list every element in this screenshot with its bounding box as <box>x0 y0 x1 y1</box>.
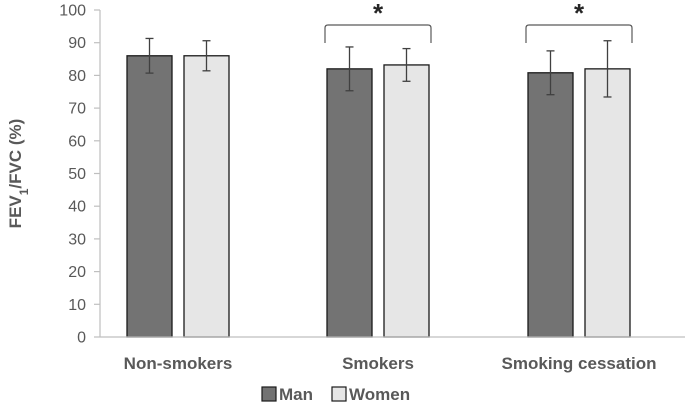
y-axis-label: FEV1/FVC (%) <box>6 119 31 229</box>
legend-label: Man <box>279 385 313 404</box>
significance-bracket <box>324 24 432 43</box>
legend-swatch <box>331 386 347 402</box>
y-axis-label-rest: /FVC (%) <box>6 119 25 189</box>
y-tick-label: 10 <box>68 297 86 314</box>
x-tick-label: Smoking cessation <box>502 354 657 373</box>
legend-swatch <box>261 386 277 402</box>
y-tick-label: 0 <box>77 330 86 347</box>
legend-label: Women <box>349 385 410 404</box>
x-tick-label: Non-smokers <box>124 354 233 373</box>
y-tick-label: 100 <box>59 3 86 20</box>
bar <box>326 68 373 338</box>
y-tick-label: 30 <box>68 231 86 248</box>
y-axis-title: FEV1/FVC (%) <box>6 119 31 229</box>
y-tick-label: 70 <box>68 101 86 118</box>
y-tick-label: 80 <box>68 68 86 85</box>
y-axis-label-subscript: 1 <box>17 188 31 195</box>
x-axis: Non-smokers Smokers Smoking cessation <box>100 336 685 373</box>
bar <box>527 72 574 338</box>
significance-annotations: * * <box>324 0 633 43</box>
y-axis-label-main: FEV <box>6 195 25 229</box>
significance-bracket <box>525 24 633 43</box>
y-tick-label: 20 <box>68 264 86 281</box>
y-tick-label: 60 <box>68 133 86 150</box>
legend: Man Women <box>261 385 410 404</box>
y-tick-label: 50 <box>68 166 86 183</box>
y-tick-label: 90 <box>68 35 86 52</box>
bar <box>383 64 430 338</box>
bars <box>126 55 631 338</box>
bar <box>126 55 173 338</box>
significance-star: * <box>373 0 384 28</box>
x-tick-label: Smokers <box>342 354 414 373</box>
error-bars <box>145 37 612 98</box>
bar <box>183 55 230 338</box>
significance-star: * <box>574 0 585 28</box>
bar <box>584 68 631 338</box>
y-axis: 0 10 20 30 40 50 60 70 80 90 100 <box>59 3 101 347</box>
y-tick-label: 40 <box>68 199 86 216</box>
